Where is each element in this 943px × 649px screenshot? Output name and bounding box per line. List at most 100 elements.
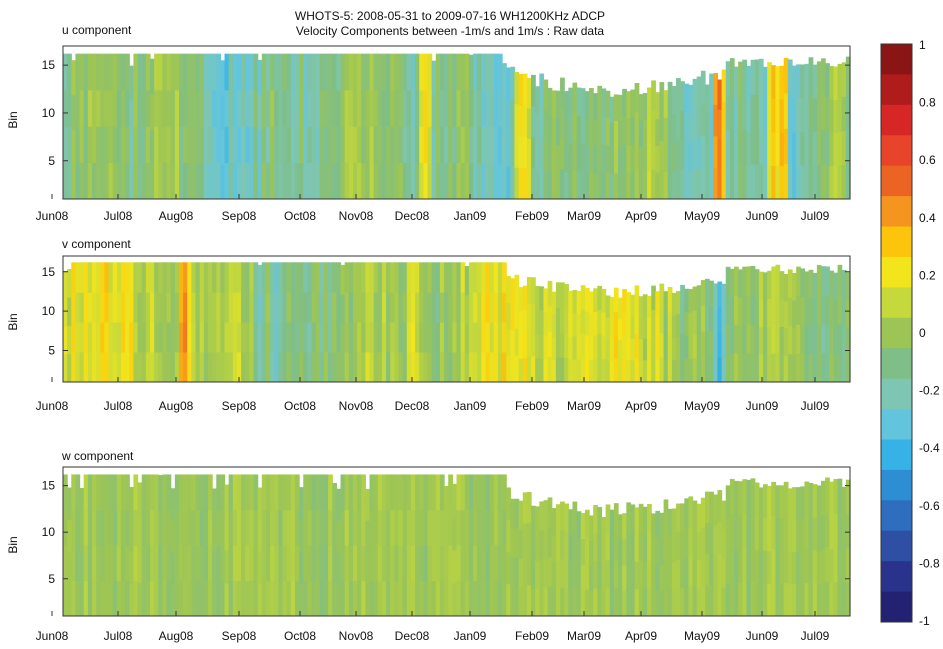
heatmap-cell (539, 136, 545, 169)
heatmap-cell (377, 580, 383, 617)
heatmap-cell (522, 523, 528, 555)
heatmap-cell (174, 545, 180, 582)
heatmap-cell (444, 292, 449, 323)
heatmap-cell (647, 338, 652, 361)
heatmap-cell (696, 285, 702, 310)
heatmap-cell (825, 63, 830, 98)
heatmap-cell (83, 292, 89, 323)
heatmap-cell (841, 326, 847, 355)
heatmap-cell (311, 126, 317, 164)
heatmap-cell (166, 322, 172, 353)
heatmap-cell (456, 292, 462, 323)
heatmap-cell (265, 262, 271, 293)
heatmap-cell (696, 357, 702, 383)
heatmap-cell (456, 474, 462, 511)
heatmap-cell (199, 545, 205, 582)
heatmap-cell (79, 322, 85, 353)
heatmap-cell (754, 325, 760, 355)
heatmap-cell (584, 562, 590, 590)
heatmap-cell (129, 262, 135, 293)
heatmap-cell (601, 358, 607, 383)
heatmap-cell (783, 481, 789, 516)
heatmap-cell (336, 126, 342, 164)
heatmap-cell (758, 583, 764, 617)
heatmap-cell (315, 352, 321, 383)
heatmap-cell (771, 481, 777, 516)
heatmap-cell (684, 141, 690, 171)
heatmap-cell (671, 535, 677, 563)
heatmap-cell (253, 474, 259, 511)
heatmap-cell (332, 549, 337, 584)
heatmap-cell (348, 89, 354, 127)
heatmap-cell (729, 353, 735, 383)
heatmap-cell (692, 138, 698, 170)
heatmap-cell (261, 474, 267, 511)
heatmap-cell (539, 286, 545, 311)
heatmap-cell (344, 292, 350, 323)
x-tick-label: Jun09 (746, 629, 779, 643)
heatmap-cell (680, 140, 685, 170)
heatmap-cell (398, 89, 404, 127)
heatmap-cell (381, 126, 387, 164)
heatmap-cell (572, 558, 578, 588)
heatmap-cell (638, 559, 644, 589)
heatmap-cell (129, 551, 135, 585)
heatmap-cell (96, 352, 101, 383)
colorbar-swatch (881, 348, 912, 380)
heatmap-cell (787, 297, 793, 327)
heatmap-cell (680, 357, 685, 383)
heatmap-cell (137, 126, 143, 164)
heatmap-cell (493, 352, 499, 383)
heatmap-cell (158, 292, 164, 323)
heatmap-cell (804, 299, 810, 328)
heatmap-cell (290, 89, 296, 127)
heatmap-cell (311, 352, 317, 383)
heatmap-cell (758, 326, 764, 355)
heatmap-cell (468, 352, 474, 383)
heatmap-cell (497, 162, 503, 200)
heatmap-cell (303, 89, 308, 127)
heatmap-cell (236, 352, 242, 383)
heatmap-cell (618, 360, 623, 383)
heatmap-cell (303, 352, 308, 383)
heatmap-cell (319, 352, 325, 383)
heatmap-cell (154, 509, 159, 546)
heatmap-cell (551, 562, 557, 590)
x-tick-label: Apr09 (625, 399, 657, 413)
heatmap-cell (568, 589, 574, 617)
heatmap-cell (796, 519, 801, 552)
colorbar-swatch (881, 591, 912, 623)
heatmap-cell (216, 262, 221, 293)
heatmap-cell (763, 272, 768, 301)
heatmap-cell (352, 53, 358, 91)
heatmap-cell (688, 170, 694, 200)
heatmap-cell (125, 352, 130, 383)
heatmap-cell (535, 506, 540, 535)
heatmap-cell (792, 65, 797, 100)
heatmap-cell (655, 563, 661, 591)
heatmap-cell (431, 474, 437, 511)
heatmap-cell (684, 527, 690, 558)
heatmap-cell (228, 292, 234, 323)
heatmap-cell (456, 126, 462, 164)
heatmap-cell (195, 545, 201, 582)
heatmap-cell (758, 519, 764, 553)
heatmap-cell (485, 292, 491, 323)
heatmap-cell (597, 534, 603, 562)
heatmap-cell (630, 560, 636, 589)
heatmap-cell (386, 580, 391, 617)
heatmap-cell (833, 581, 839, 617)
heatmap-cell (626, 337, 632, 360)
heatmap-cell (203, 262, 209, 293)
heatmap-cell (415, 322, 420, 353)
heatmap-cell (112, 580, 118, 617)
heatmap-cell (725, 324, 731, 354)
heatmap-cell (572, 501, 578, 531)
heatmap-cell (294, 545, 300, 582)
heatmap-cell (220, 322, 226, 353)
heatmap-cell (427, 162, 433, 200)
heatmap-cell (829, 582, 835, 617)
heatmap-cell (526, 77, 532, 109)
heatmap-cell (253, 53, 259, 91)
heatmap-cell (357, 162, 362, 200)
